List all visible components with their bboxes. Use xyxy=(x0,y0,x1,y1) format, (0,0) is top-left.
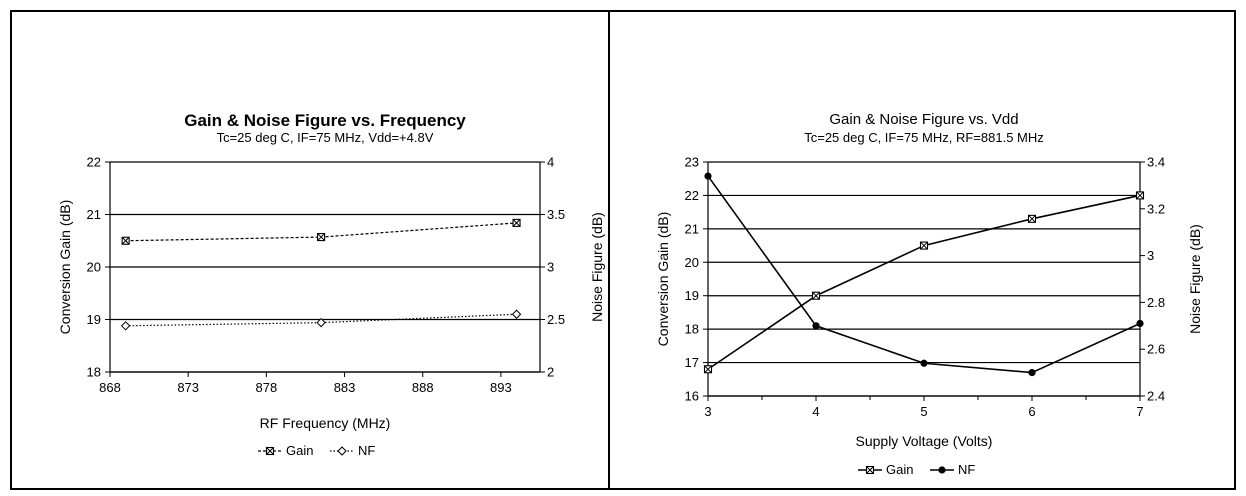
y-axis-label: Conversion Gain (dB) xyxy=(57,200,73,335)
x-tick-label: 3 xyxy=(704,404,711,419)
y-tick-label: 20 xyxy=(685,255,699,270)
y-tick-label: 16 xyxy=(685,389,699,404)
x-tick-label: 4 xyxy=(812,404,819,419)
x-tick-label: 7 xyxy=(1136,404,1143,419)
x-axis-label: Supply Voltage (Volts) xyxy=(856,433,993,449)
chart-2: Gain & Noise Figure vs. Vdd Tc=25 deg C, … xyxy=(655,111,1203,477)
chart-subtitle: Tc=25 deg C, IF=75 MHz, RF=881.5 MHz xyxy=(804,130,1044,145)
data-point-gain xyxy=(919,241,929,250)
y-tick-label: 22 xyxy=(87,155,101,170)
data-point-gain-cross xyxy=(704,365,712,374)
data-point-nf xyxy=(1028,369,1036,377)
legend-marker-gain-cross xyxy=(266,447,274,455)
legend-label-gain: Gain xyxy=(286,443,313,458)
x-tick-label: 5 xyxy=(920,404,927,419)
x-tick-label: 883 xyxy=(334,380,356,395)
y2-tick-label: 4 xyxy=(547,155,554,170)
chart-title: Gain & Noise Figure vs. Frequency xyxy=(184,111,466,130)
data-point-nf xyxy=(316,317,326,328)
x-tick-label: 878 xyxy=(256,380,278,395)
x-tick-label: 888 xyxy=(412,380,434,395)
data-point-gain xyxy=(1027,214,1037,223)
legend-marker-gain-cross xyxy=(866,466,874,474)
data-point-gain-cross xyxy=(1136,191,1144,200)
y-axis-label: Conversion Gain (dB) xyxy=(655,212,671,347)
y2-tick-label: 2 xyxy=(547,365,554,380)
chart-subtitle: Tc=25 deg C, IF=75 MHz, Vdd=+4.8V xyxy=(217,130,434,145)
data-point-nf xyxy=(1136,319,1144,328)
y-tick-label: 19 xyxy=(87,312,101,327)
data-point-gain xyxy=(512,218,521,227)
legend-marker-gain xyxy=(865,465,875,475)
series-line-nf xyxy=(125,313,517,327)
y-tick-label: 18 xyxy=(685,322,699,337)
y-tick-label: 23 xyxy=(685,155,699,170)
data-point-nf xyxy=(812,322,820,330)
y2-tick-label: 2.4 xyxy=(1147,389,1165,404)
series-line-gain xyxy=(707,194,1141,370)
y-tick-label: 19 xyxy=(685,288,699,303)
y2-tick-label: 3 xyxy=(547,260,554,275)
data-point-gain-cross xyxy=(317,233,325,241)
panel-divider xyxy=(608,10,610,490)
legend: Gain NF xyxy=(258,443,375,458)
legend-label-nf: NF xyxy=(958,462,975,477)
series-gain xyxy=(703,191,1145,374)
chart-title: Gain & Noise Figure vs. Vdd xyxy=(829,111,1018,128)
y2-axis-label: Noise Figure (dB) xyxy=(1187,224,1203,334)
y-tick-label: 21 xyxy=(87,207,101,222)
x-tick-label: 893 xyxy=(490,380,512,395)
y2-tick-label: 3.2 xyxy=(1147,201,1165,216)
legend: Gain NF xyxy=(858,462,975,477)
data-point-nf xyxy=(511,309,522,319)
y-tick-label: 22 xyxy=(685,188,699,203)
data-point-gain-cross xyxy=(1028,214,1036,223)
data-point-nf xyxy=(704,172,712,180)
legend-marker-nf xyxy=(938,466,946,474)
legend-label-nf: NF xyxy=(358,443,375,458)
data-point-gain xyxy=(1135,191,1145,200)
y2-axis-label: Noise Figure (dB) xyxy=(589,212,605,322)
y-tick-label: 18 xyxy=(87,365,101,380)
x-axis-label: RF Frequency (MHz) xyxy=(260,415,391,431)
y-tick-label: 20 xyxy=(87,260,101,275)
data-point-nf xyxy=(920,359,928,367)
series-nf xyxy=(704,172,1144,377)
legend-marker-nf xyxy=(337,446,347,456)
legend-label-gain: Gain xyxy=(886,462,913,477)
y2-tick-label: 3 xyxy=(1147,248,1154,263)
x-tick-label: 868 xyxy=(99,380,121,395)
data-point-gain-cross xyxy=(812,291,820,300)
y2-tick-label: 3.4 xyxy=(1147,155,1165,170)
data-point-nf xyxy=(120,321,131,331)
legend-marker-gain xyxy=(265,446,275,456)
x-tick-label: 6 xyxy=(1028,404,1035,419)
series-nf xyxy=(120,309,522,331)
data-point-gain xyxy=(703,365,713,374)
data-point-gain-cross xyxy=(920,241,928,250)
data-point-gain xyxy=(811,291,821,300)
data-point-gain-cross xyxy=(512,219,521,227)
y2-tick-label: 3.5 xyxy=(547,207,565,222)
y2-tick-label: 2.8 xyxy=(1147,295,1165,310)
y-tick-label: 21 xyxy=(685,221,699,236)
series-gain xyxy=(121,218,521,245)
data-point-gain xyxy=(121,236,130,245)
y-tick-label: 17 xyxy=(685,355,699,370)
figure-frame xyxy=(10,10,1236,490)
data-point-gain xyxy=(317,233,326,242)
y2-tick-label: 2.6 xyxy=(1147,342,1165,357)
data-point-gain-cross xyxy=(121,236,130,245)
x-tick-label: 873 xyxy=(177,380,199,395)
series-line-nf xyxy=(707,175,1141,374)
y2-tick-label: 2.5 xyxy=(547,312,565,327)
